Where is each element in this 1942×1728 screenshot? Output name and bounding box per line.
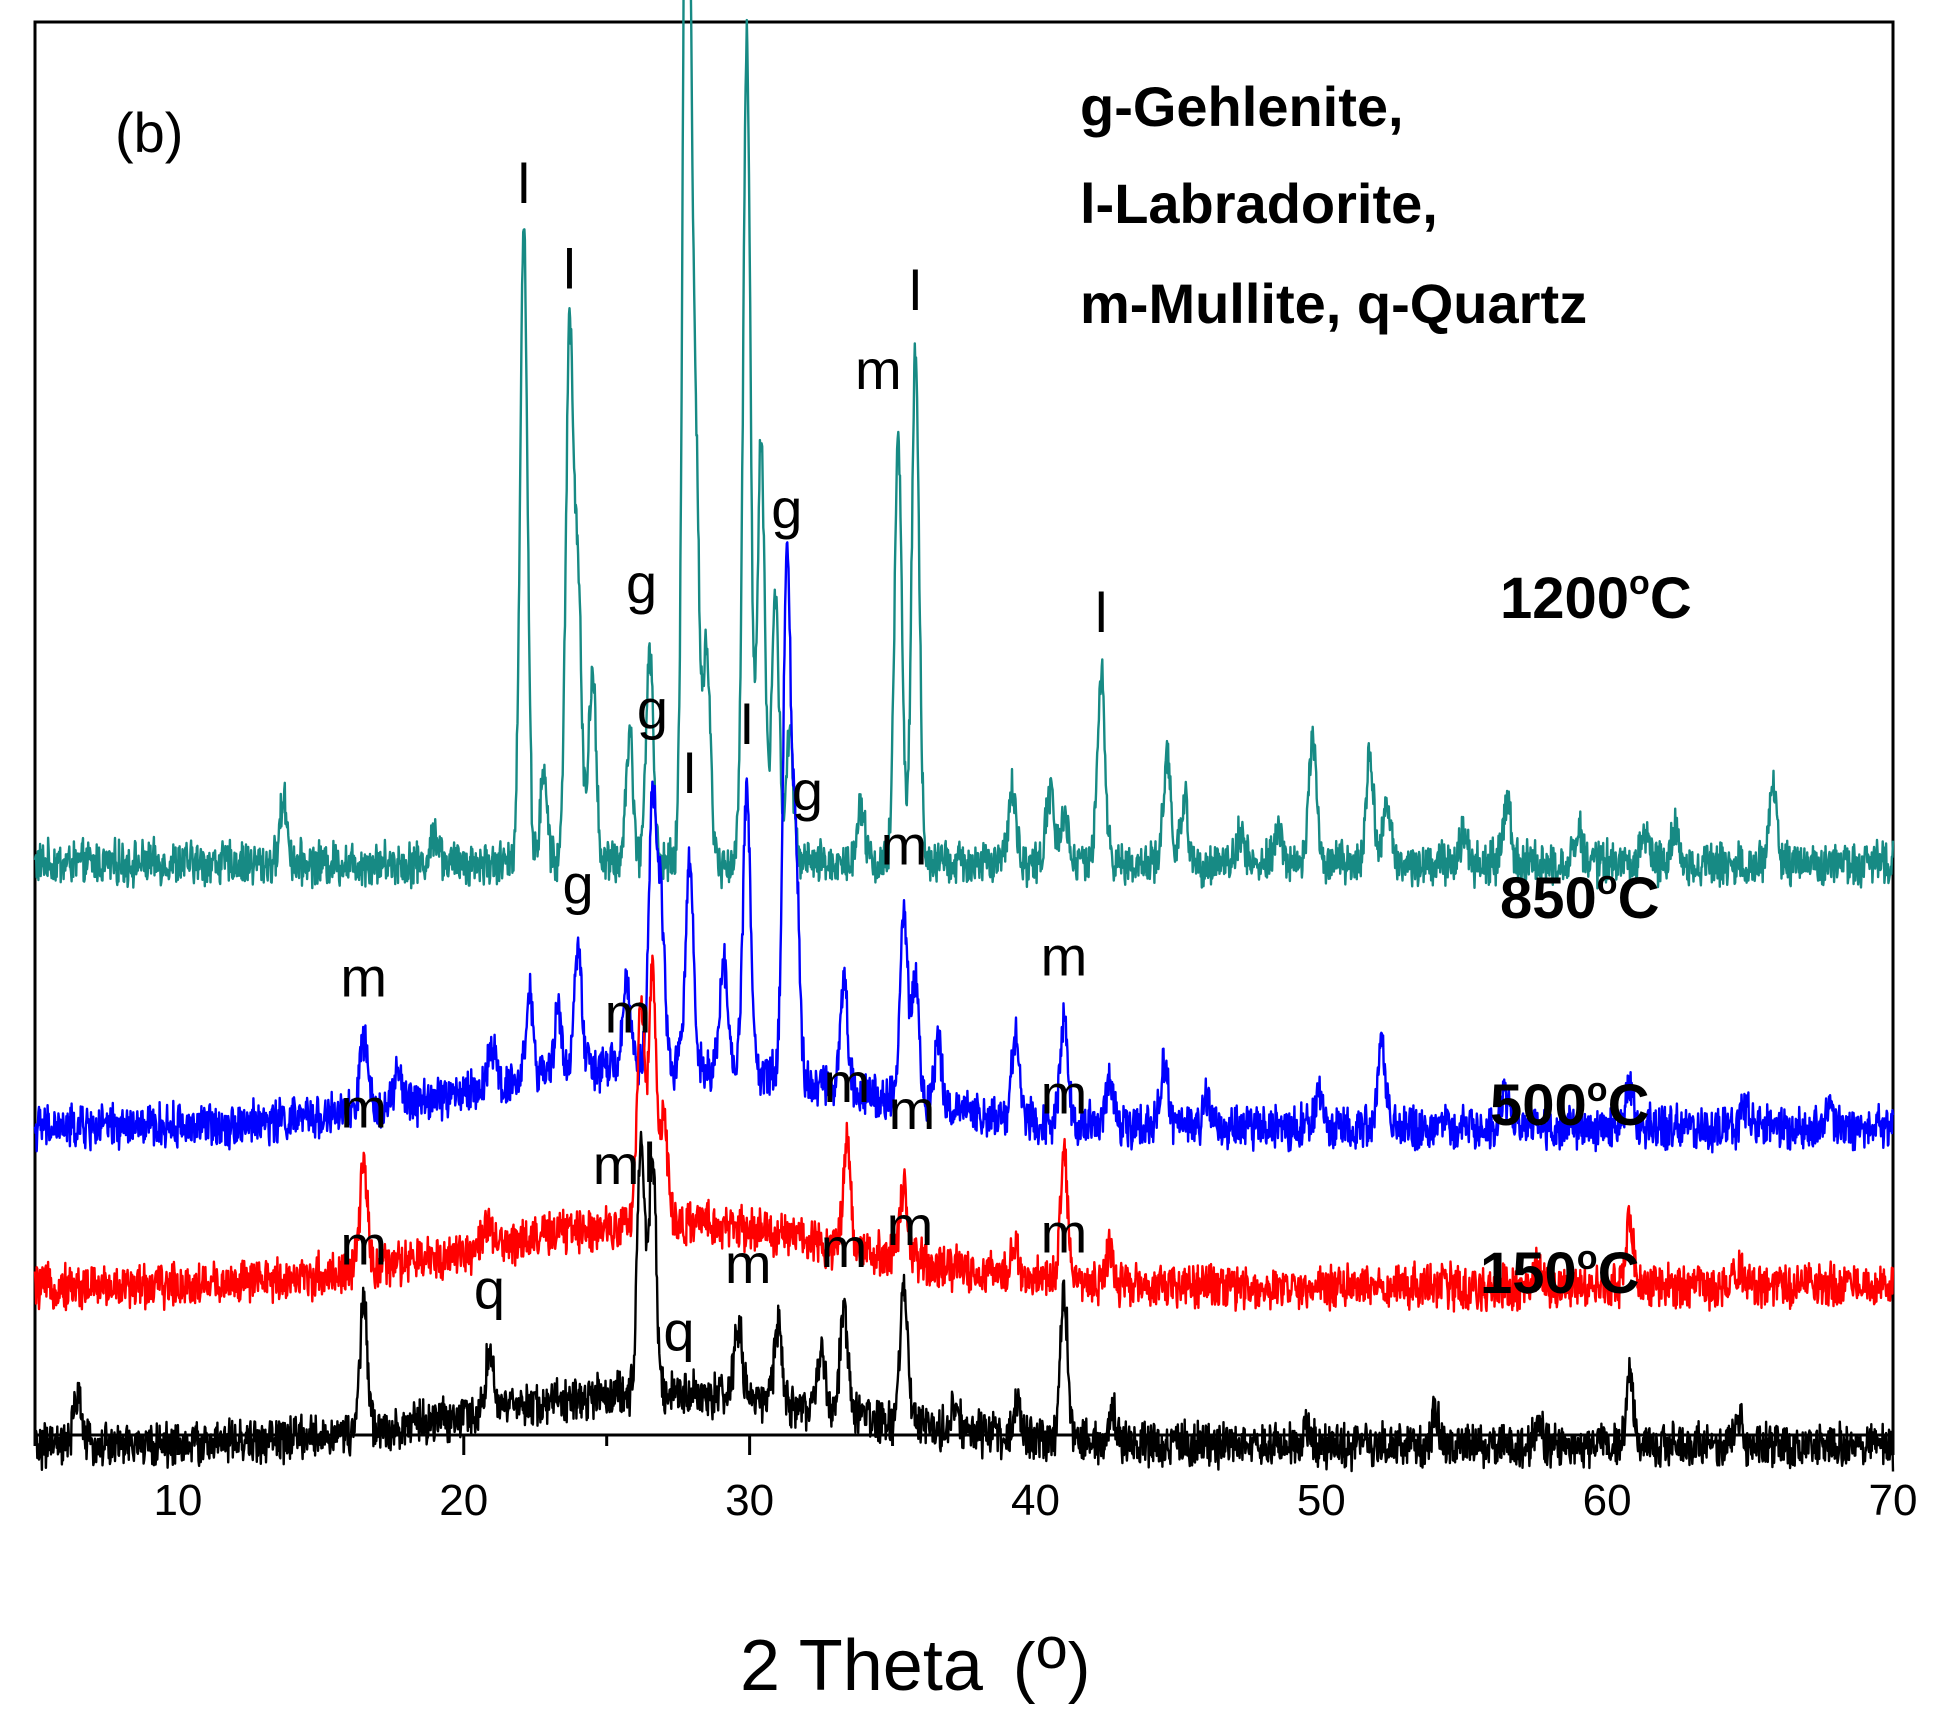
peak-label-150: m — [593, 1133, 640, 1196]
peak-label-850: l — [741, 693, 753, 756]
peak-label-1200: l — [563, 238, 575, 301]
x-axis-label-sup: o — [1036, 1616, 1068, 1681]
peak-annotations: lllllmglgggllgmmmmmmmmlmqqmmmmm — [340, 152, 1107, 1363]
peak-label-850: g — [563, 853, 594, 916]
series-1200-label: 1200oC — [1500, 564, 1692, 631]
peak-label-1200: l — [518, 152, 530, 215]
x-tick-label: 30 — [725, 1476, 774, 1525]
temperature-labels: 1200oC 850oC 500oC 150oC — [1480, 564, 1692, 1306]
x-axis-label-close: ) — [1068, 1629, 1091, 1705]
series-850-label: 850oC — [1500, 864, 1659, 931]
peak-label-150: m — [887, 1194, 934, 1257]
peak-label-1200: g — [792, 759, 823, 822]
panel-label: (b) — [115, 101, 183, 164]
peak-label-850: m — [881, 814, 928, 877]
x-axis-label-main: 2 Theta — [740, 1626, 984, 1706]
peak-label-850: g — [637, 677, 668, 740]
peak-label-850: l — [683, 742, 695, 805]
peak-label-150: m — [340, 1213, 387, 1276]
plot-border — [33, 20, 1895, 1437]
peak-label-850: m — [340, 946, 387, 1009]
x-tick-label: 70 — [1869, 1476, 1918, 1525]
series-1200-line — [33, 0, 1895, 890]
peak-label-150: m — [1041, 1201, 1088, 1264]
x-axis-label: 2 Theta (o) — [740, 1616, 1090, 1706]
traces — [33, 0, 1895, 1473]
peak-label-150: q — [663, 1300, 694, 1363]
peak-label-150: m — [725, 1232, 772, 1295]
peak-label-500: m — [340, 1077, 387, 1140]
peak-label-500: m — [889, 1078, 936, 1141]
peak-label-1200: g — [626, 552, 657, 615]
x-axis-label-open: ( — [1013, 1629, 1036, 1705]
x-axis: 10 20 30 40 50 60 70 — [33, 1435, 1918, 1525]
peak-label-500: m — [1041, 1063, 1088, 1126]
x-tick-label: 50 — [1297, 1476, 1346, 1525]
series-150-label: 150oC — [1480, 1239, 1639, 1306]
x-tick-label: 10 — [153, 1476, 202, 1525]
legend: g-Gehlenite, l-Labradorite, m-Mullite, q… — [1080, 75, 1587, 335]
legend-line-gehlenite: g-Gehlenite, — [1080, 75, 1404, 138]
x-tick-label: 40 — [1011, 1476, 1060, 1525]
peak-label-150: m — [821, 1216, 868, 1279]
legend-line-mullite-quartz: m-Mullite, q-Quartz — [1080, 272, 1587, 335]
peak-label-1200: l — [909, 259, 921, 322]
peak-label-500: m — [605, 981, 652, 1044]
peak-label-500: m — [823, 1051, 870, 1114]
peak-label-150: q — [474, 1257, 505, 1320]
series-150-line — [33, 1130, 1895, 1473]
peak-label-850: g — [771, 477, 802, 540]
legend-line-labradorite: l-Labradorite, — [1080, 172, 1438, 235]
plot-frame — [33, 20, 1895, 1437]
x-tick-label: 20 — [439, 1476, 488, 1525]
series-500-line — [33, 954, 1895, 1313]
series-850-line — [33, 541, 1895, 1154]
x-tick-label: 60 — [1583, 1476, 1632, 1525]
peak-label-1200: l — [1095, 581, 1107, 644]
peak-label-850: m — [1041, 925, 1088, 988]
peak-label-150: l — [643, 1131, 655, 1194]
peak-label-1200: m — [855, 338, 902, 401]
series-500-label: 500oC — [1490, 1071, 1649, 1138]
